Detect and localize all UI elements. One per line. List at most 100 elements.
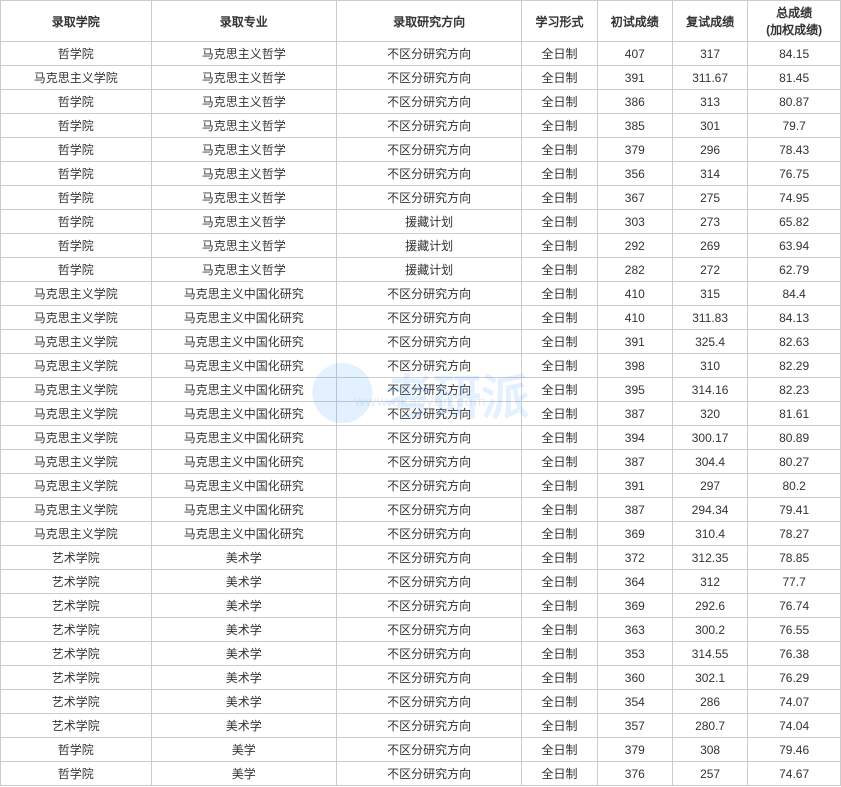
table-cell: 马克思主义中国化研究 <box>151 450 336 474</box>
table-cell: 387 <box>597 498 672 522</box>
table-cell: 全日制 <box>522 210 597 234</box>
table-cell: 302.1 <box>672 666 747 690</box>
table-cell: 马克思主义哲学 <box>151 186 336 210</box>
table-cell: 全日制 <box>522 714 597 738</box>
table-cell: 艺术学院 <box>1 594 152 618</box>
table-cell: 哲学院 <box>1 738 152 762</box>
table-row: 马克思主义学院马克思主义哲学不区分研究方向全日制391311.6781.45 <box>1 66 841 90</box>
table-row: 哲学院马克思主义哲学不区分研究方向全日制35631476.75 <box>1 162 841 186</box>
table-cell: 艺术学院 <box>1 714 152 738</box>
table-cell: 360 <box>597 666 672 690</box>
table-cell: 马克思主义哲学 <box>151 234 336 258</box>
table-row: 马克思主义学院马克思主义中国化研究不区分研究方向全日制38732081.61 <box>1 402 841 426</box>
table-cell: 不区分研究方向 <box>336 618 521 642</box>
table-row: 艺术学院美术学不区分研究方向全日制372312.3578.85 <box>1 546 841 570</box>
table-row: 马克思主义学院马克思主义中国化研究不区分研究方向全日制410311.8384.1… <box>1 306 841 330</box>
table-row: 马克思主义学院马克思主义中国化研究不区分研究方向全日制387304.480.27 <box>1 450 841 474</box>
table-cell: 不区分研究方向 <box>336 114 521 138</box>
table-cell: 不区分研究方向 <box>336 378 521 402</box>
table-cell: 369 <box>597 594 672 618</box>
table-cell: 美学 <box>151 738 336 762</box>
table-cell: 369 <box>597 522 672 546</box>
table-cell: 全日制 <box>522 690 597 714</box>
table-cell: 372 <box>597 546 672 570</box>
table-cell: 不区分研究方向 <box>336 714 521 738</box>
table-cell: 363 <box>597 618 672 642</box>
table-cell: 280.7 <box>672 714 747 738</box>
table-cell: 全日制 <box>522 522 597 546</box>
table-cell: 不区分研究方向 <box>336 306 521 330</box>
table-cell: 325.4 <box>672 330 747 354</box>
table-cell: 不区分研究方向 <box>336 690 521 714</box>
table-cell: 马克思主义学院 <box>1 474 152 498</box>
table-cell: 不区分研究方向 <box>336 666 521 690</box>
table-cell: 马克思主义中国化研究 <box>151 330 336 354</box>
table-cell: 全日制 <box>522 618 597 642</box>
table-cell: 313 <box>672 90 747 114</box>
table-cell: 62.79 <box>748 258 841 282</box>
table-cell: 全日制 <box>522 66 597 90</box>
table-cell: 不区分研究方向 <box>336 66 521 90</box>
table-cell: 马克思主义学院 <box>1 378 152 402</box>
table-cell: 全日制 <box>522 282 597 306</box>
table-cell: 艺术学院 <box>1 642 152 666</box>
table-cell: 391 <box>597 330 672 354</box>
table-cell: 317 <box>672 42 747 66</box>
table-cell: 74.04 <box>748 714 841 738</box>
table-cell: 马克思主义哲学 <box>151 210 336 234</box>
table-row: 哲学院马克思主义哲学不区分研究方向全日制36727574.95 <box>1 186 841 210</box>
table-cell: 294.34 <box>672 498 747 522</box>
table-row: 哲学院马克思主义哲学援藏计划全日制29226963.94 <box>1 234 841 258</box>
header-score1: 初试成绩 <box>597 1 672 42</box>
table-cell: 马克思主义学院 <box>1 402 152 426</box>
table-cell: 315 <box>672 282 747 306</box>
table-cell: 398 <box>597 354 672 378</box>
table-cell: 79.7 <box>748 114 841 138</box>
table-cell: 马克思主义学院 <box>1 282 152 306</box>
table-cell: 80.89 <box>748 426 841 450</box>
table-cell: 314.55 <box>672 642 747 666</box>
table-cell: 马克思主义中国化研究 <box>151 426 336 450</box>
table-cell: 马克思主义学院 <box>1 330 152 354</box>
table-cell: 马克思主义哲学 <box>151 66 336 90</box>
table-cell: 410 <box>597 282 672 306</box>
table-cell: 全日制 <box>522 330 597 354</box>
table-cell: 386 <box>597 90 672 114</box>
table-body: 哲学院马克思主义哲学不区分研究方向全日制40731784.15马克思主义学院马克… <box>1 42 841 786</box>
table-cell: 马克思主义哲学 <box>151 258 336 282</box>
table-cell: 美术学 <box>151 642 336 666</box>
table-cell: 不区分研究方向 <box>336 546 521 570</box>
table-cell: 哲学院 <box>1 138 152 162</box>
table-cell: 292.6 <box>672 594 747 618</box>
table-cell: 全日制 <box>522 498 597 522</box>
table-cell: 马克思主义中国化研究 <box>151 282 336 306</box>
admission-table: 录取学院 录取专业 录取研究方向 学习形式 初试成绩 复试成绩 总成绩 (加权成… <box>0 0 841 786</box>
table-cell: 74.07 <box>748 690 841 714</box>
table-cell: 全日制 <box>522 570 597 594</box>
table-cell: 马克思主义学院 <box>1 522 152 546</box>
header-total-top: 总成绩 <box>748 1 841 22</box>
table-row: 艺术学院美术学不区分研究方向全日制357280.774.04 <box>1 714 841 738</box>
table-cell: 65.82 <box>748 210 841 234</box>
table-cell: 74.95 <box>748 186 841 210</box>
table-cell: 80.27 <box>748 450 841 474</box>
table-cell: 哲学院 <box>1 234 152 258</box>
table-cell: 76.29 <box>748 666 841 690</box>
table-row: 艺术学院美术学不区分研究方向全日制353314.5576.38 <box>1 642 841 666</box>
table-cell: 哲学院 <box>1 114 152 138</box>
table-cell: 美术学 <box>151 618 336 642</box>
table-cell: 不区分研究方向 <box>336 762 521 786</box>
table-row: 艺术学院美术学不区分研究方向全日制363300.276.55 <box>1 618 841 642</box>
table-cell: 全日制 <box>522 666 597 690</box>
table-cell: 84.4 <box>748 282 841 306</box>
table-cell: 全日制 <box>522 402 597 426</box>
table-row: 马克思主义学院马克思主义中国化研究不区分研究方向全日制395314.1682.2… <box>1 378 841 402</box>
table-cell: 全日制 <box>522 546 597 570</box>
table-cell: 不区分研究方向 <box>336 354 521 378</box>
table-cell: 297 <box>672 474 747 498</box>
table-cell: 不区分研究方向 <box>336 498 521 522</box>
table-row: 哲学院马克思主义哲学不区分研究方向全日制40731784.15 <box>1 42 841 66</box>
table-cell: 全日制 <box>522 258 597 282</box>
table-cell: 哲学院 <box>1 90 152 114</box>
table-cell: 314 <box>672 162 747 186</box>
